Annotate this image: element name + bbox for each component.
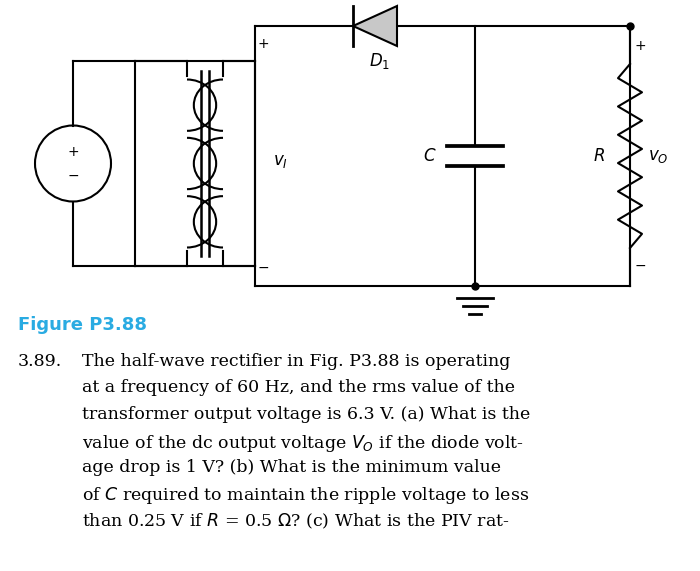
Text: +: + [257,37,269,51]
Text: +: + [67,144,79,159]
Text: at a frequency of 60 Hz, and the rms value of the: at a frequency of 60 Hz, and the rms val… [82,380,515,396]
Text: 3.89.: 3.89. [18,353,62,370]
Text: of $C$ required to maintain the ripple voltage to less: of $C$ required to maintain the ripple v… [82,485,529,506]
Text: $R$: $R$ [593,147,605,165]
Text: $D_1$: $D_1$ [370,51,391,71]
Text: +: + [634,39,646,53]
Text: Figure P3.88: Figure P3.88 [18,316,147,334]
Polygon shape [353,6,397,46]
Text: value of the dc output voltage $V_O$ if the diode volt-: value of the dc output voltage $V_O$ if … [82,432,524,453]
Text: than 0.25 V if $R$ = 0.5 $\Omega$? (c) What is the PIV rat-: than 0.25 V if $R$ = 0.5 $\Omega$? (c) W… [82,512,510,531]
Text: −: − [257,261,269,275]
Text: $C$: $C$ [424,147,437,165]
Text: age drop is 1 V? (b) What is the minimum value: age drop is 1 V? (b) What is the minimum… [82,459,501,476]
Text: $v_O$: $v_O$ [648,147,668,165]
Text: −: − [634,259,646,273]
Text: The half-wave rectifier in Fig. P3.88 is operating: The half-wave rectifier in Fig. P3.88 is… [82,353,510,370]
Text: $v_I$: $v_I$ [273,152,288,170]
Text: −: − [67,168,79,183]
Text: transformer output voltage is 6.3 V. (a) What is the: transformer output voltage is 6.3 V. (a)… [82,406,531,423]
